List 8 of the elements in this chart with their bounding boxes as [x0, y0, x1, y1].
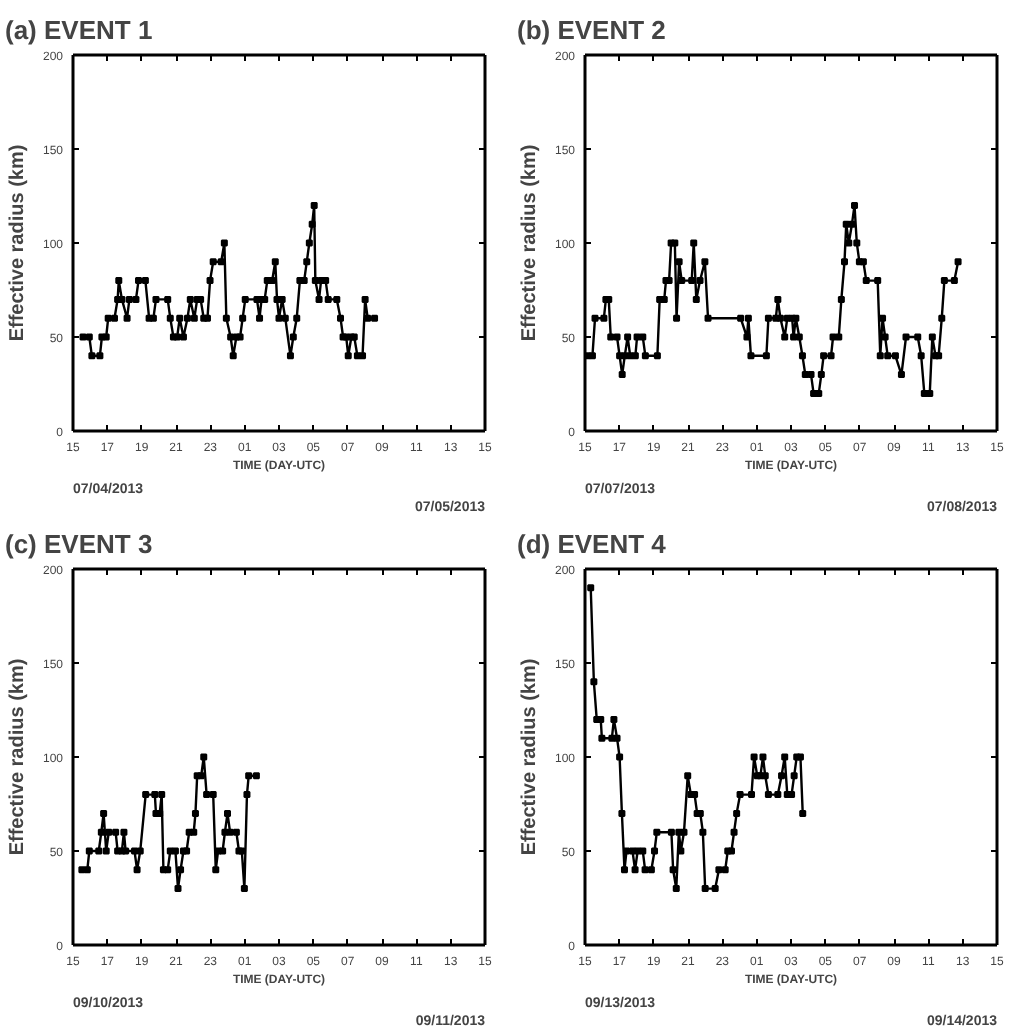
- chart-title: (c) EVENT 3: [5, 529, 153, 559]
- chart-title: (a) EVENT 1: [5, 15, 153, 45]
- chart-title: (b) EVENT 2: [517, 15, 666, 45]
- chart-title: (d) EVENT 4: [517, 529, 668, 559]
- y-axis-title: Effective radius (km): [518, 658, 541, 856]
- y-axis-title: Effective radius (km): [518, 144, 541, 342]
- y-axis-title: Effective radius (km): [6, 658, 29, 856]
- y-axis-title: Effective radius (km): [6, 144, 29, 342]
